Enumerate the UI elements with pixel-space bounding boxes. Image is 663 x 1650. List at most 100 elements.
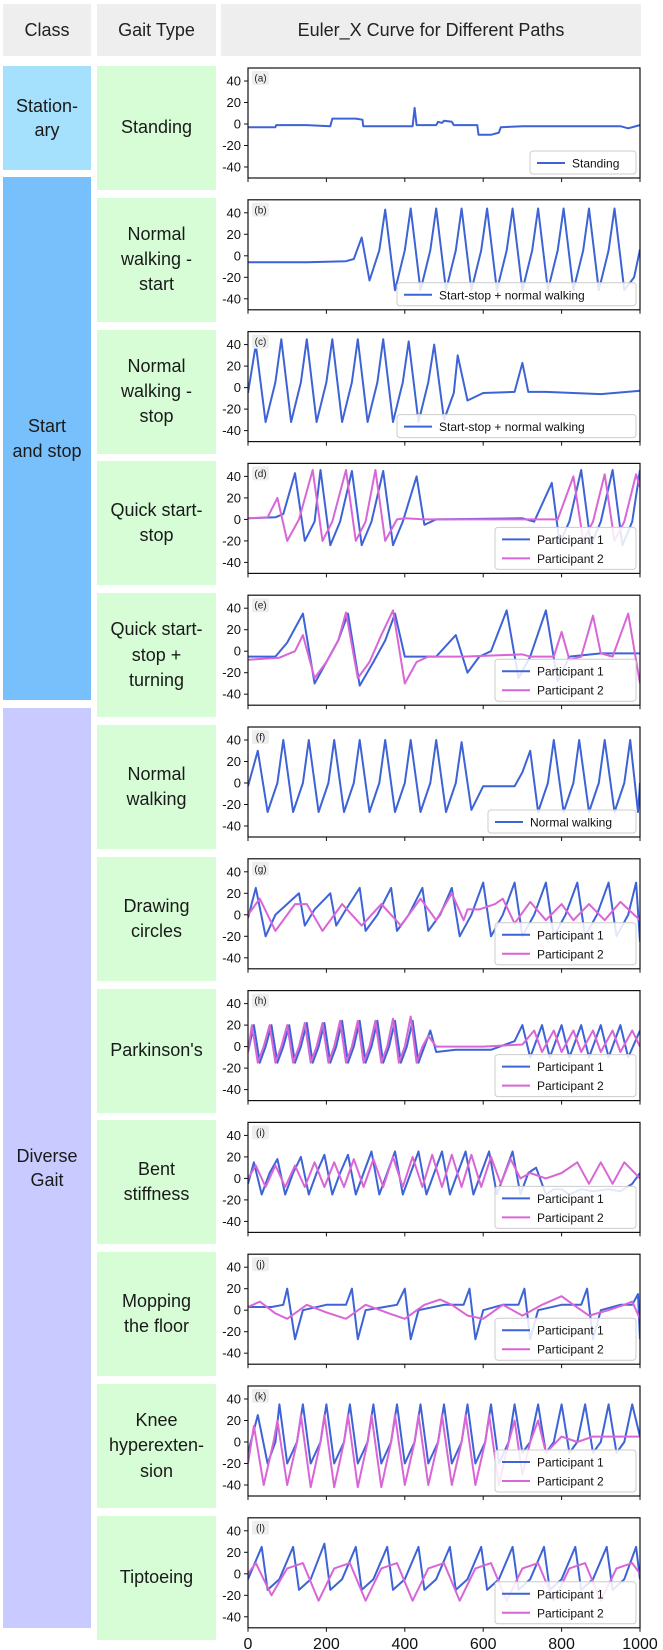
legend: Participant 1 Participant 2: [494, 1581, 637, 1625]
panel-frame: [247, 726, 641, 838]
legend-entry: Participant 2: [537, 947, 604, 961]
gait-type-2: Normal walking - start: [97, 197, 216, 322]
y-tick-label: 40: [227, 864, 241, 879]
legend: Participant 1 Participant 2: [494, 1185, 637, 1229]
y-tick-label: 20: [227, 1413, 241, 1428]
legend-entry: Participant 2: [537, 1343, 604, 1357]
series-line-5-1: [248, 609, 640, 687]
panel-label: (k): [255, 1392, 267, 1403]
gait-type-9: Bent stiffness: [97, 1120, 216, 1245]
series-line-3-1: [248, 338, 640, 423]
legend: Participant 1 Participant 2: [494, 1054, 637, 1098]
legend: Standing: [529, 150, 637, 175]
legend: Participant 1 Participant 2: [494, 922, 637, 966]
panel-frame: [247, 1517, 641, 1629]
gait-type-3: Normal walking - stop: [97, 329, 216, 454]
y-tick-label: 40: [227, 74, 241, 89]
y-tick-label: 0: [234, 1435, 241, 1450]
gait-type-header: Gait Type: [97, 4, 216, 56]
class-stationary: Station- ary: [3, 66, 91, 170]
y-tick-label: 0: [234, 776, 241, 791]
x-tick-label: 600: [470, 1636, 497, 1650]
y-tick-label: 0: [234, 1171, 241, 1186]
y-tick-label: 20: [227, 886, 241, 901]
y-tick-label: -20: [222, 797, 241, 812]
class-header: Class: [3, 4, 91, 56]
legend: Participant 1 Participant 2: [494, 1449, 637, 1493]
y-tick-label: 40: [227, 1260, 241, 1275]
legend-entry: Participant 2: [537, 1475, 604, 1489]
series-line-7-1: [248, 881, 640, 942]
y-tick-label: -40: [222, 950, 241, 965]
x-tick-label: 400: [391, 1636, 418, 1650]
gait-type-11: Knee hyperexten- sion: [97, 1384, 216, 1508]
legend: Participant 1 Participant 2: [494, 526, 637, 570]
y-tick-label: 20: [227, 1018, 241, 1033]
panel-10: 40 20 0 -20 -40 (j) Participant 1 Participant 2: [222, 1253, 641, 1369]
legend: Normal walking: [487, 809, 637, 834]
panel-frame: [247, 594, 641, 706]
gait-type-12: Tiptoeing: [97, 1515, 216, 1640]
y-tick-label: 20: [227, 490, 241, 505]
y-tick-label: -20: [222, 1061, 241, 1076]
y-tick-label: 20: [227, 227, 241, 242]
y-tick-label: -20: [222, 1192, 241, 1207]
y-tick-label: -40: [222, 687, 241, 702]
legend: Participant 1 Participant 2: [494, 658, 637, 702]
y-tick-label: 0: [234, 1303, 241, 1318]
y-tick-label: -20: [222, 402, 241, 417]
panel-frame: [247, 1385, 641, 1497]
gait-type-5: Quick start- stop + turning: [97, 593, 216, 718]
y-tick-label: 0: [234, 380, 241, 395]
panel-frame: [247, 199, 641, 311]
legend: Participant 1 Participant 2: [494, 1317, 637, 1361]
y-tick-label: 20: [227, 95, 241, 110]
y-tick-label: 40: [227, 733, 241, 748]
series-line-12-2: [248, 1562, 640, 1602]
gait-type-6: Normal walking: [97, 725, 216, 849]
legend-entry: Participant 2: [537, 1211, 604, 1225]
y-tick-label: -40: [222, 1346, 241, 1361]
series-line-8-1: [248, 1019, 640, 1064]
y-tick-label: -20: [222, 1588, 241, 1603]
panel-11: 40 20 0 -20 -40 (k) Participant 1 Participant 2: [222, 1385, 641, 1500]
y-tick-label: 40: [227, 205, 241, 220]
y-tick-label: -20: [222, 533, 241, 548]
panel-label: (d): [254, 469, 266, 480]
y-tick-label: -20: [222, 270, 241, 285]
y-tick-label: -40: [222, 423, 241, 438]
y-tick-label: 40: [227, 1392, 241, 1407]
y-tick-label: -40: [222, 1214, 241, 1229]
legend-entry: Start-stop + normal walking: [439, 420, 585, 434]
legend: Start-stop + normal walking: [396, 414, 637, 439]
panel-1: 40 20 0 -20 -40 (a) Standing: [222, 67, 641, 182]
series-line-12-1: [248, 1542, 640, 1591]
panel-label: (i): [256, 1128, 265, 1139]
chart-header: Euler_X Curve for Different Paths: [221, 4, 641, 56]
y-tick-label: -40: [222, 1609, 241, 1624]
y-tick-label: 20: [227, 1545, 241, 1560]
x-tick-label: 800: [548, 1636, 575, 1650]
y-tick-label: 20: [227, 754, 241, 769]
y-tick-label: 20: [227, 359, 241, 374]
legend-entry: Participant 1: [537, 1324, 604, 1338]
gait-type-10: Mopping the floor: [97, 1252, 216, 1377]
x-tick-label: 0: [244, 1636, 253, 1650]
legend-entry: Participant 1: [537, 928, 604, 942]
y-tick-label: -40: [222, 819, 241, 834]
legend: Start-stop + normal walking: [396, 282, 637, 307]
y-tick-label: -40: [222, 1082, 241, 1097]
legend-entry: Participant 2: [537, 1606, 604, 1620]
y-tick-label: 20: [227, 1281, 241, 1296]
series-line-11-2: [248, 1414, 640, 1489]
panel-9: 40 20 0 -20 -40 (i) Participant 1 Participant 2: [222, 1121, 641, 1237]
panel-label: (j): [256, 1260, 265, 1271]
series-line-1-1: [248, 106, 640, 136]
y-tick-label: -40: [222, 160, 241, 175]
series-line-11-1: [248, 1403, 640, 1465]
panel-4: 40 20 0 -20 -40 (d) Participant 1 Participant 2: [222, 462, 641, 578]
y-tick-label: 0: [234, 1566, 241, 1581]
y-tick-label: -20: [222, 138, 241, 153]
series-line-5-2: [248, 609, 640, 685]
